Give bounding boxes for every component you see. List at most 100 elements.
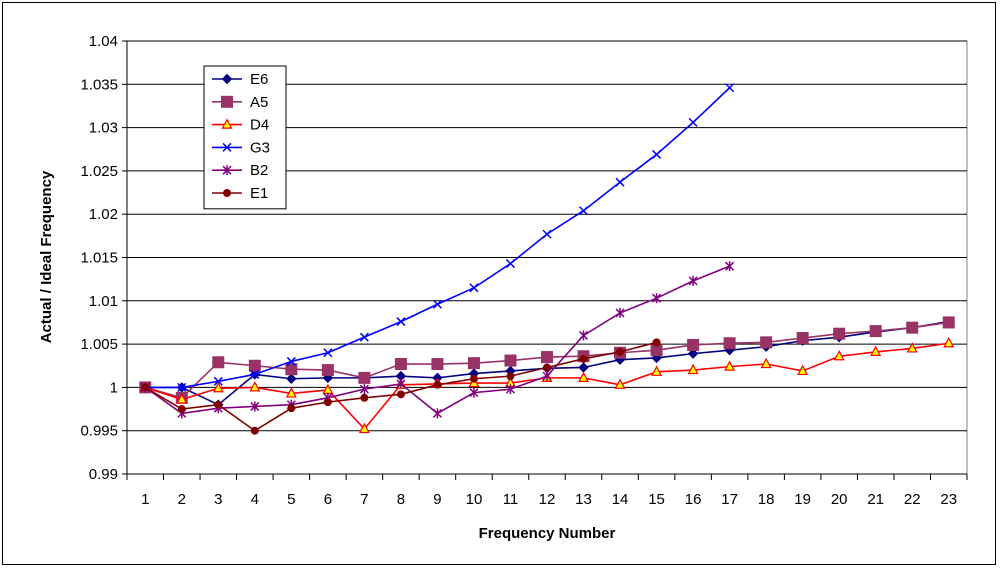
x-tick-label: 12 xyxy=(539,491,556,508)
x-tick-label: 23 xyxy=(940,491,957,508)
series-b2 xyxy=(140,261,735,419)
series-e1-point xyxy=(323,398,332,407)
x-tick-label: 17 xyxy=(721,491,738,508)
series-g3-point-stroke xyxy=(615,177,625,187)
x-tick-label: 18 xyxy=(758,491,775,508)
series-g3-point xyxy=(505,259,516,269)
series-b2-point xyxy=(505,384,516,395)
series-e1-point xyxy=(250,426,259,435)
series-g3-point xyxy=(213,376,223,386)
series-g3-point-stroke xyxy=(688,117,698,127)
series-e1 xyxy=(141,338,661,435)
series-e1-point xyxy=(287,404,296,413)
series-a5-point xyxy=(248,359,261,372)
x-tick-label: 3 xyxy=(214,491,222,508)
series-d4-point xyxy=(212,381,224,393)
x-tick-label: 6 xyxy=(324,491,332,508)
gridlines xyxy=(127,40,967,475)
series-g3-point xyxy=(469,283,479,293)
x-tick-label: 11 xyxy=(503,491,519,508)
series-e1-point xyxy=(652,338,661,347)
series-d4-point xyxy=(358,422,370,434)
series-d4-point xyxy=(760,357,772,369)
legend-d4: D4 xyxy=(212,117,269,134)
x-tick-label: 15 xyxy=(648,491,665,508)
series-b2-point xyxy=(359,384,369,395)
series-group xyxy=(139,83,955,435)
legend-box xyxy=(203,65,287,210)
legend-b2-point xyxy=(222,165,232,176)
series-a5-point xyxy=(541,351,553,364)
legend-b2-label: B2 xyxy=(250,162,268,179)
series-d4-point xyxy=(687,363,699,375)
y-tick-label: 1.025 xyxy=(80,163,118,180)
series-d4-point xyxy=(943,336,955,348)
axis-ticks: 0.99 0.995 1 1.005 1.01 1.015 1.02 1.025 1.03 1.0… xyxy=(80,33,968,508)
y-tick-label: 1 xyxy=(110,379,118,396)
series-g3-point-stroke xyxy=(213,376,223,386)
x-tick-label: 13 xyxy=(575,491,592,508)
y-tick-label: 0.995 xyxy=(80,423,118,440)
legend-g3-label: G3 xyxy=(250,139,270,156)
x-tick-label: 21 xyxy=(867,491,884,508)
series-a5-point xyxy=(906,321,919,334)
x-axis-title: Frequency Number xyxy=(479,525,616,542)
series-g3-point xyxy=(652,149,662,159)
series-d4-point xyxy=(578,371,590,382)
series-b2-point xyxy=(396,378,406,389)
y-tick-label: 1.04 xyxy=(89,33,118,50)
series-e1-point xyxy=(543,363,551,372)
series-a5-point xyxy=(687,338,700,351)
series-g3-point-stroke xyxy=(505,259,516,269)
x-tick-label: 7 xyxy=(360,491,368,508)
series-g3-point xyxy=(359,332,369,342)
y-tick-label: 1.03 xyxy=(89,120,118,137)
series-a5-point xyxy=(321,364,334,377)
legend-e1-label: E1 xyxy=(250,185,268,202)
series-g3-point xyxy=(542,229,552,239)
y-tick-label: 1.035 xyxy=(80,76,118,93)
legend-g3-point-stroke xyxy=(222,142,232,152)
series-g3-point-stroke xyxy=(542,229,552,239)
x-tick-label: 14 xyxy=(612,491,629,508)
x-tick-label: 5 xyxy=(287,491,295,508)
x-tick-label: 4 xyxy=(251,491,259,508)
series-g3-point xyxy=(578,206,589,216)
y-tick-label: 1.01 xyxy=(89,293,118,310)
series-g3-point xyxy=(323,348,333,358)
legend-d4-label: D4 xyxy=(250,117,269,134)
y-axis-title: Actual / Ideal Frequency xyxy=(38,170,55,343)
series-e1-point xyxy=(214,400,223,409)
series-g3-point-stroke xyxy=(725,83,735,93)
legend-b2: B2 xyxy=(212,162,268,179)
series-b2-point xyxy=(688,275,698,286)
series-a5-point xyxy=(504,354,517,367)
series-d4-point xyxy=(906,342,918,353)
series-a5-point xyxy=(869,325,882,338)
series-e1-point xyxy=(360,393,369,402)
legend-e1: E1 xyxy=(212,185,268,202)
series-a5-point xyxy=(212,356,225,369)
series-a5-point xyxy=(394,358,407,371)
y-tick-label: 1.02 xyxy=(89,206,118,223)
series-e6-point xyxy=(687,348,699,359)
series-e1-point xyxy=(177,405,186,414)
series-g3-point-stroke xyxy=(323,348,333,358)
series-e1-point xyxy=(469,374,478,383)
y-tick-label: 0.99 xyxy=(89,466,118,483)
series-b2-point xyxy=(542,371,552,382)
series-e1-point xyxy=(616,347,625,356)
series-d4-point xyxy=(870,345,882,356)
series-g3-point xyxy=(615,177,625,187)
series-b2-point xyxy=(250,401,260,412)
legend-g3: G3 xyxy=(212,139,270,156)
legend-a5-label: A5 xyxy=(250,94,268,111)
series-a5-point xyxy=(760,336,773,349)
y-tick-label: 1.005 xyxy=(80,336,118,353)
series-d4-point xyxy=(797,364,809,376)
x-tick-label: 22 xyxy=(904,491,921,508)
series-g3-point-stroke xyxy=(432,299,442,309)
x-tick-label: 20 xyxy=(831,491,848,508)
series-g3-point-stroke xyxy=(578,206,589,216)
series-e1-point xyxy=(579,354,588,363)
